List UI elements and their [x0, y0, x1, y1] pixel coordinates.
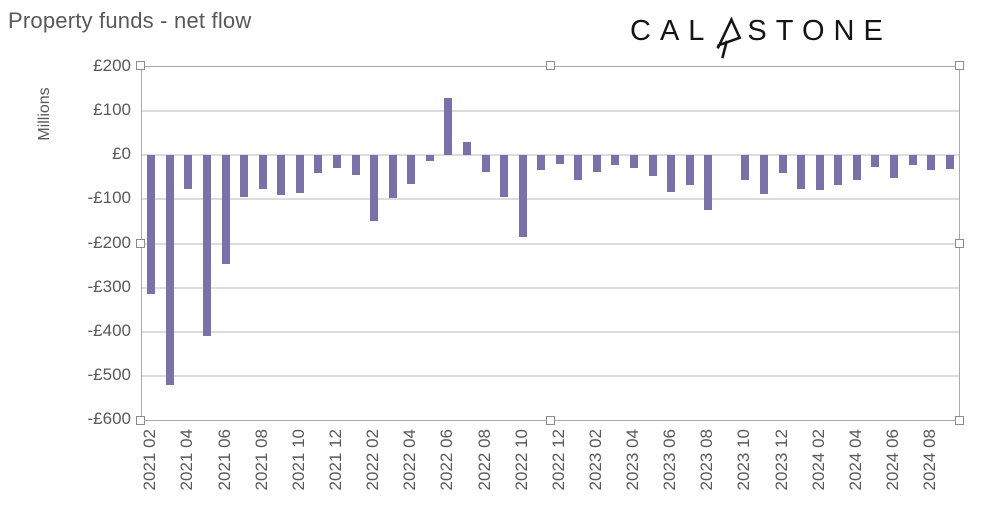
- y-tick-label: -£600: [87, 409, 131, 428]
- gridline: [142, 374, 959, 377]
- bar-2021-05[interactable]: [202, 155, 211, 337]
- bar-2023-04[interactable]: [630, 155, 639, 169]
- bar-2023-06[interactable]: [667, 155, 676, 192]
- y-tick-label: £200: [93, 56, 131, 75]
- selection-handle[interactable]: [955, 416, 964, 425]
- bar-2024-04[interactable]: [852, 155, 861, 180]
- bar-2023-07[interactable]: [685, 155, 694, 185]
- bar-2024-09[interactable]: [945, 155, 954, 170]
- bar-2022-05[interactable]: [425, 155, 434, 161]
- x-tick-label: 2022 06: [437, 429, 457, 491]
- y-tick-label: £0: [112, 144, 131, 164]
- bar-2023-12[interactable]: [778, 155, 787, 173]
- bar-2022-02[interactable]: [370, 155, 379, 221]
- bar-2024-06[interactable]: [890, 155, 898, 179]
- selection-handle[interactable]: [545, 416, 555, 425]
- x-tick-label: 2024 08: [920, 429, 940, 491]
- y-tick-label: -£100: [87, 188, 131, 208]
- bar-2022-04[interactable]: [407, 155, 416, 185]
- x-tick-label: 2023 06: [660, 429, 680, 491]
- x-tick-label: 2022 02: [363, 429, 383, 491]
- selection-handle[interactable]: [955, 238, 964, 248]
- bar-2023-10[interactable]: [741, 155, 750, 180]
- selection-handle[interactable]: [136, 238, 145, 248]
- bar-2021-11[interactable]: [314, 155, 323, 173]
- x-tick-label: 2023 08: [697, 429, 717, 491]
- x-tick-label: 2022 04: [400, 429, 420, 491]
- gridline: [142, 154, 959, 157]
- gridline: [142, 330, 959, 333]
- bar-2024-05[interactable]: [871, 155, 880, 168]
- x-tick-label: 2021 12: [325, 429, 345, 491]
- bar-2022-06[interactable]: [444, 97, 453, 156]
- bar-2024-02[interactable]: [815, 155, 824, 191]
- x-tick-label: 2021 06: [214, 429, 234, 491]
- plot-area[interactable]: [141, 66, 960, 421]
- bar-2023-03[interactable]: [611, 155, 620, 165]
- selection-handle[interactable]: [955, 61, 964, 70]
- bar-2022-07[interactable]: [462, 141, 471, 156]
- bar-2024-01[interactable]: [797, 155, 806, 190]
- bar-2021-04[interactable]: [184, 155, 193, 189]
- bar-2023-01[interactable]: [574, 155, 583, 180]
- y-tick-label: -£400: [87, 320, 131, 340]
- bar-2021-12[interactable]: [332, 155, 341, 169]
- bar-2022-01[interactable]: [351, 155, 360, 175]
- x-tick-label: 2024 04: [845, 429, 865, 491]
- bar-2023-05[interactable]: [648, 155, 657, 177]
- gridline: [142, 198, 959, 201]
- bar-2021-03[interactable]: [165, 155, 174, 385]
- x-tick-label: 2021 08: [251, 429, 271, 491]
- bar-2021-06[interactable]: [221, 155, 230, 265]
- bar-2024-08[interactable]: [927, 155, 936, 171]
- x-tick-label: 2021 02: [140, 429, 160, 491]
- x-tick-label: 2023 10: [734, 429, 754, 491]
- bar-2021-08[interactable]: [258, 155, 267, 189]
- bar-2022-03[interactable]: [388, 155, 397, 199]
- selection-handle[interactable]: [136, 416, 145, 425]
- bar-2024-03[interactable]: [834, 155, 843, 185]
- bar-2022-08[interactable]: [481, 155, 490, 173]
- x-tick-label: 2023 02: [585, 429, 605, 491]
- logo-text-left: CAL: [630, 15, 714, 47]
- x-tick-label: 2021 10: [288, 429, 308, 491]
- calastone-logo: CAL STONE: [630, 14, 892, 68]
- gridline: [142, 110, 959, 113]
- x-tick-label: 2022 08: [474, 429, 494, 491]
- gridline: [142, 286, 959, 289]
- bar-2021-09[interactable]: [277, 155, 286, 196]
- y-tick-label: -£500: [87, 364, 131, 384]
- calastone-arrow-icon: [711, 14, 745, 68]
- x-tick-label: 2023 12: [771, 429, 791, 491]
- bar-2024-07[interactable]: [908, 155, 917, 165]
- bar-2022-12[interactable]: [555, 155, 564, 165]
- bar-2023-11[interactable]: [760, 155, 769, 195]
- selection-handle[interactable]: [136, 61, 145, 70]
- logo-text-right: STONE: [747, 15, 892, 47]
- chart-title: Property funds - net flow: [8, 8, 252, 33]
- selection-handle[interactable]: [545, 61, 555, 70]
- y-tick-label: -£300: [87, 276, 131, 296]
- bar-2021-02[interactable]: [147, 155, 156, 295]
- x-tick-label: 2023 04: [623, 429, 643, 491]
- bar-2021-10[interactable]: [295, 155, 304, 193]
- y-tick-label: £100: [93, 100, 131, 120]
- bar-2022-11[interactable]: [537, 155, 546, 171]
- bar-2023-02[interactable]: [592, 155, 601, 172]
- x-tick-label: 2024 06: [883, 429, 902, 491]
- x-tick-label: 2022 12: [548, 429, 568, 491]
- bar-2021-07[interactable]: [240, 155, 249, 198]
- x-tick-label: 2021 04: [177, 429, 197, 491]
- bar-2023-08[interactable]: [704, 155, 713, 210]
- y-tick-label: -£200: [87, 232, 131, 252]
- x-tick-label: 2024 02: [808, 429, 828, 491]
- bar-2022-09[interactable]: [500, 155, 509, 198]
- bar-2022-10[interactable]: [518, 155, 527, 237]
- gridline: [142, 242, 959, 245]
- x-tick-label: 2022 10: [511, 429, 531, 491]
